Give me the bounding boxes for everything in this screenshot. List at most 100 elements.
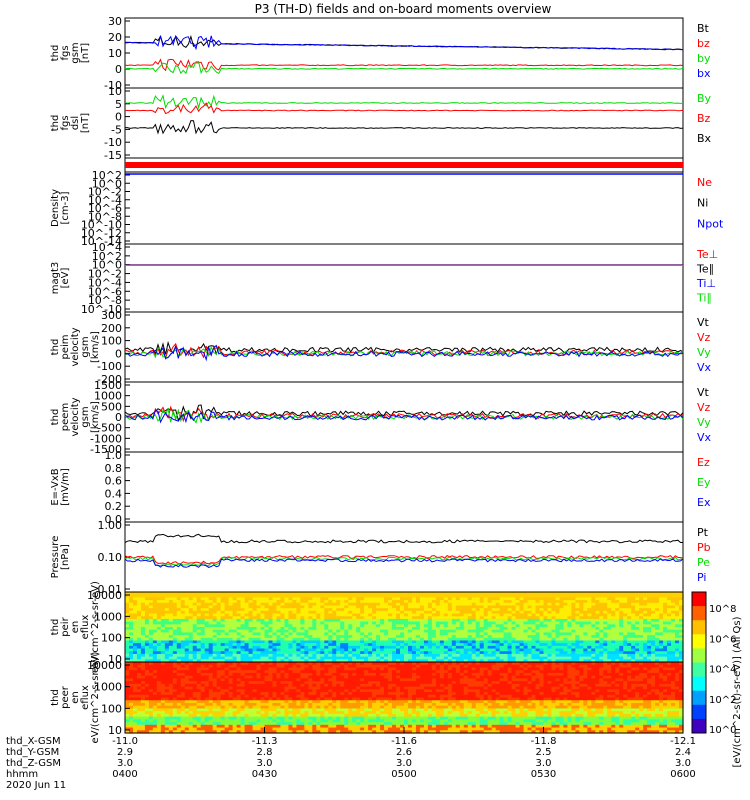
y-tick-label: 10^-6 — [88, 285, 122, 298]
heatmap-cell — [252, 678, 258, 682]
heatmap-cell — [603, 608, 608, 612]
heatmap-cell — [519, 645, 525, 650]
heatmap-cell — [276, 672, 282, 677]
heatmap-cell — [184, 662, 190, 666]
heatmap-cell — [176, 616, 182, 620]
heatmap-cell — [623, 632, 628, 636]
heatmap-cell — [643, 659, 648, 663]
heatmap-cell — [340, 627, 345, 631]
heatmap-cell — [443, 600, 449, 604]
heatmap-cell — [296, 645, 301, 650]
heatmap-cell — [348, 659, 353, 663]
heatmap-cell — [503, 656, 509, 660]
heatmap-cell — [272, 597, 278, 601]
heatmap-cell — [176, 702, 182, 707]
heatmap-cell — [535, 610, 541, 615]
y-tick-label: 20 — [108, 31, 122, 44]
heatmap-cell — [671, 605, 676, 609]
heatmap-cell — [248, 662, 254, 666]
heatmap-cell — [125, 681, 130, 685]
heatmap-cell — [503, 610, 509, 615]
heatmap-cell — [240, 716, 246, 720]
heatmap-cell — [216, 632, 222, 636]
heatmap-cell — [164, 608, 170, 612]
heatmap-cell — [140, 675, 146, 679]
heatmap-cell — [268, 659, 274, 663]
heatmap-cell — [559, 640, 565, 644]
heatmap-cell — [164, 616, 170, 620]
heatmap-cell — [531, 592, 537, 596]
heatmap-cell — [631, 605, 636, 609]
heatmap-cell — [264, 711, 270, 715]
heatmap-cell — [300, 616, 305, 620]
heatmap-cell — [547, 597, 553, 601]
heatmap-cell — [156, 616, 162, 620]
heatmap-cell — [483, 640, 489, 644]
heatmap-cell — [671, 656, 676, 660]
heatmap-cell — [264, 592, 270, 596]
heatmap-cell — [144, 643, 150, 647]
heatmap-cell — [220, 594, 226, 598]
heatmap-cell — [220, 624, 226, 628]
heatmap-cell — [148, 594, 154, 598]
heatmap-cell — [208, 616, 214, 620]
heatmap-cell — [268, 672, 274, 677]
heatmap-cell — [400, 594, 405, 598]
heatmap-cell — [304, 602, 309, 607]
heatmap-cell — [240, 664, 246, 669]
heatmap-cell — [276, 594, 282, 598]
heatmap-cell — [232, 635, 238, 639]
heatmap-cell — [443, 597, 449, 601]
heatmap-cell — [140, 697, 146, 701]
heatmap-cell — [679, 653, 684, 658]
heatmap-cell — [555, 629, 561, 633]
heatmap-cell — [555, 592, 561, 596]
heatmap-cell — [423, 616, 429, 620]
heatmap-cell — [280, 602, 286, 607]
heatmap-cell — [627, 600, 632, 604]
heatmap-cell — [467, 629, 473, 633]
heatmap-cell — [423, 659, 429, 663]
heatmap-cell — [527, 629, 533, 633]
y-tick-label: 0.4 — [105, 487, 123, 500]
heatmap-cell — [495, 637, 501, 642]
heatmap-cell — [400, 592, 405, 596]
heatmap-cell — [384, 637, 389, 642]
heatmap-cell — [136, 597, 142, 601]
heatmap-cell — [184, 683, 190, 688]
heatmap-cell — [384, 602, 389, 607]
heatmap-cell — [240, 667, 246, 671]
heatmap-cell — [196, 730, 202, 734]
heatmap-cell — [200, 678, 206, 682]
heatmap-cell — [232, 722, 238, 726]
heatmap-cell — [152, 683, 158, 688]
heatmap-cell — [160, 659, 166, 663]
heatmap-cell — [531, 624, 537, 628]
heatmap-cell — [647, 608, 652, 612]
heatmap-cell — [236, 730, 242, 734]
heatmap-cell — [224, 629, 230, 633]
heatmap-cell — [619, 600, 624, 604]
heatmap-cell — [539, 645, 545, 650]
heatmap-cell — [563, 656, 569, 660]
heatmap-cell — [288, 713, 293, 718]
heatmap-cell — [663, 613, 668, 617]
heatmap-cell — [615, 608, 620, 612]
heatmap-cell — [627, 627, 632, 631]
heatmap-cell — [264, 629, 270, 633]
heatmap-cell — [443, 656, 449, 660]
heatmap-cell — [523, 600, 529, 604]
heatmap-cell — [475, 594, 481, 598]
heatmap-cell — [663, 645, 668, 650]
heatmap-cell — [316, 648, 321, 652]
heatmap-cell — [316, 627, 321, 631]
heatmap-cell — [236, 683, 242, 688]
heatmap-cell — [184, 635, 190, 639]
heatmap-cell — [635, 629, 640, 633]
heatmap-cell — [595, 637, 600, 642]
heatmap-cell — [280, 662, 286, 666]
heatmap-cell — [148, 724, 154, 729]
heatmap-cell — [607, 643, 612, 647]
heatmap-cell — [579, 645, 584, 650]
heatmap-cell — [264, 713, 270, 718]
